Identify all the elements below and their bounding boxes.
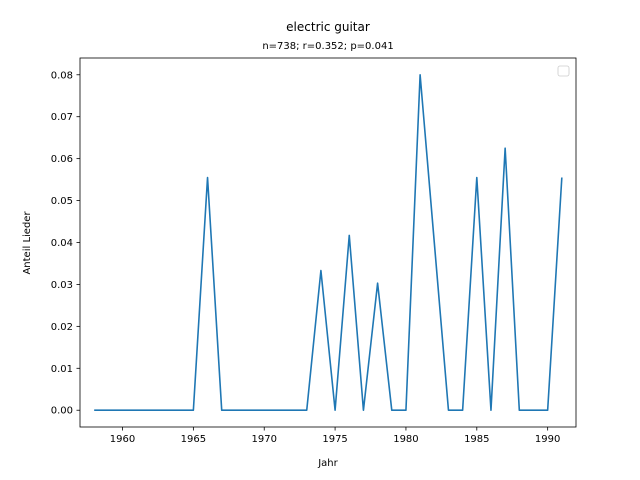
chart-title: electric guitar	[286, 20, 370, 34]
y-axis-label: Anteil Lieder	[22, 211, 33, 275]
series-line	[94, 73, 563, 412]
y-tick-label: 0.03	[51, 280, 73, 291]
x-tick-label: 1960	[110, 434, 135, 445]
y-tick-label: 0.02	[51, 322, 73, 333]
x-tick-label: 1990	[535, 434, 560, 445]
y-tick-label: 0.07	[51, 112, 73, 123]
y-tick-label: 0.00	[51, 406, 73, 417]
x-tick-label: 1970	[252, 434, 277, 445]
y-tick-label: 0.04	[51, 238, 73, 249]
y-tick-label: 0.06	[51, 154, 73, 165]
y-tick-label: 0.01	[51, 364, 73, 375]
x-axis-label: Jahr	[317, 458, 338, 469]
x-tick-label: 1965	[181, 434, 206, 445]
x-axis-ticks: 1960 1965 1970 1975 1980 1985 1990	[110, 427, 560, 445]
plot-frame	[79, 57, 577, 428]
y-tick-label: 0.08	[51, 70, 73, 81]
x-tick-label: 1985	[464, 434, 489, 445]
x-tick-label: 1975	[322, 434, 347, 445]
y-axis-ticks: 0.00 0.01 0.02 0.03 0.04 0.05 0.06 0.07 0.08	[51, 70, 80, 417]
x-tick-label: 1980	[393, 434, 418, 445]
y-tick-label: 0.05	[51, 196, 73, 207]
legend-box	[557, 65, 570, 77]
chart-subtitle: n=738; r=0.352; p=0.041	[262, 41, 393, 52]
